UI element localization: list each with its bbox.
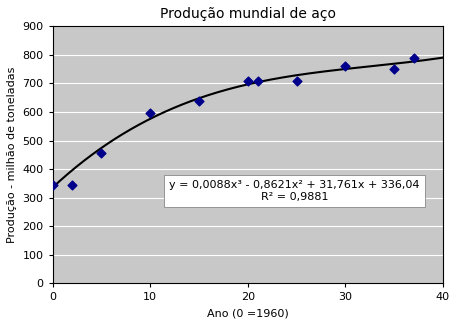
Point bbox=[342, 64, 349, 69]
Text: y = 0,0088x³ - 0,8621x² + 31,761x + 336,04
R² = 0,9881: y = 0,0088x³ - 0,8621x² + 31,761x + 336,… bbox=[170, 180, 420, 202]
Point bbox=[410, 55, 417, 60]
Point bbox=[147, 111, 154, 116]
Title: Produção mundial de aço: Produção mundial de aço bbox=[160, 7, 336, 21]
Point bbox=[98, 151, 105, 156]
Point bbox=[196, 98, 203, 103]
Y-axis label: Produção - milhão de toneladas: Produção - milhão de toneladas bbox=[7, 67, 17, 243]
Point bbox=[254, 78, 261, 83]
Point bbox=[69, 182, 76, 188]
Point bbox=[49, 182, 56, 188]
Point bbox=[244, 78, 251, 83]
X-axis label: Ano (0 =1960): Ano (0 =1960) bbox=[207, 308, 289, 318]
Point bbox=[391, 67, 398, 72]
Point bbox=[293, 78, 300, 83]
